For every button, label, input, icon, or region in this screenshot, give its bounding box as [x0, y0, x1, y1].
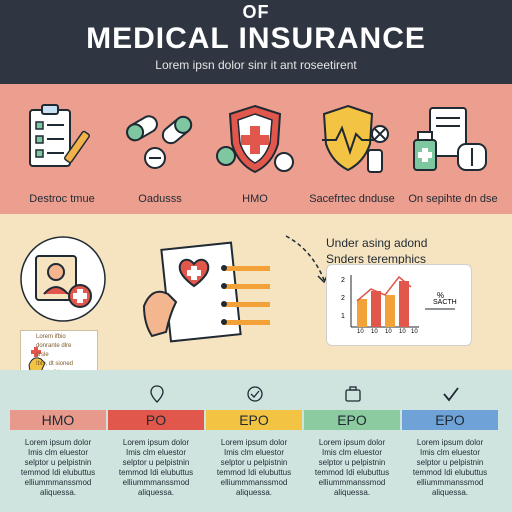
- location-pin-icon: [148, 385, 166, 403]
- note-line: srsle: [36, 352, 49, 358]
- plan-epo-bar-2: EPO: [304, 410, 400, 430]
- patient-profile-icon: [18, 234, 108, 324]
- chart-side-label: %: [437, 291, 445, 300]
- plan-description: Lorem ipsum dolor Imis clm eluestor selpto…: [20, 438, 96, 497]
- check-circle-icon: [246, 385, 264, 403]
- plan-hmo-bar: HMO: [10, 410, 106, 430]
- clipboard-checklist-icon: [18, 100, 108, 180]
- medical-kit-icon: [408, 100, 498, 180]
- note-line: donrante dlre: [36, 343, 72, 349]
- checkmark-icon: [442, 385, 460, 403]
- icon-caption-5: On sepihte dn dse: [408, 193, 498, 205]
- page-title: MEDICAL INSURANCE: [86, 22, 426, 55]
- note-line: Lorem ifbio: [36, 334, 66, 340]
- chart-heading-line2: Snders teremphics: [326, 252, 427, 266]
- chart-x-tick: 10: [385, 329, 392, 335]
- heartbeat-shield-icon: [308, 100, 398, 180]
- header: OF MEDICAL INSURANCE Lorem ipsn dolor si…: [0, 0, 512, 84]
- plan-epo-bar-3: EPO: [402, 410, 498, 430]
- chart-x-tick: 10: [411, 329, 418, 335]
- briefcase-icon: [344, 385, 362, 403]
- header-top-text: OF: [242, 2, 270, 22]
- chart-bar: [371, 291, 381, 327]
- plan-description: Lorem ipsum dolor Imis clm eluestor selpto…: [216, 438, 292, 497]
- plan-description: Lorem ipsum dolor Imis clm eluestor selpto…: [314, 438, 390, 497]
- plan-description: Lorem ipsum dolor Imis clm eluestor selpto…: [118, 438, 194, 497]
- icon-caption-3: HMO: [242, 193, 268, 205]
- chart-x-tick: 10: [399, 329, 406, 335]
- chart-side-label: SACTH: [433, 299, 457, 306]
- chart-y-tick: 2: [341, 295, 345, 302]
- note-line: Ibls, dt sioned: [36, 361, 74, 367]
- insurance-document-illustration: [140, 236, 280, 356]
- plan-description: Lorem ipsum dolor Imis clm eluestor selpto…: [412, 438, 488, 497]
- chart-bar: [385, 295, 395, 327]
- chart-x-tick: 10: [371, 329, 378, 335]
- chart-bar: [357, 299, 367, 327]
- chart-bar: [399, 281, 409, 327]
- dashed-arrow-icon: [282, 230, 332, 290]
- chart-trend-line: [356, 275, 412, 302]
- plan-epo-bar-1: EPO: [206, 410, 302, 430]
- mini-bar-chart: 2 2 1 10 10 10 10 10 % SACTH: [326, 264, 472, 346]
- chart-y-tick: 1: [341, 313, 345, 320]
- pills-icon: [115, 100, 205, 180]
- chart-heading-line1: Under asing adond: [326, 236, 428, 250]
- chart-x-tick: 10: [357, 329, 364, 335]
- chart-y-tick: 2: [341, 277, 345, 284]
- icon-caption-4: Sacefrtec dnduse: [309, 193, 395, 205]
- icon-caption-1: Destroc tmue: [29, 193, 95, 205]
- plan-po-bar: PO: [108, 410, 204, 430]
- page-subtitle: Lorem ipsn dolor sinr it ant roseetirent: [155, 58, 357, 72]
- icon-caption-2: Oadusss: [138, 193, 182, 205]
- shield-cross-icon: [210, 100, 300, 180]
